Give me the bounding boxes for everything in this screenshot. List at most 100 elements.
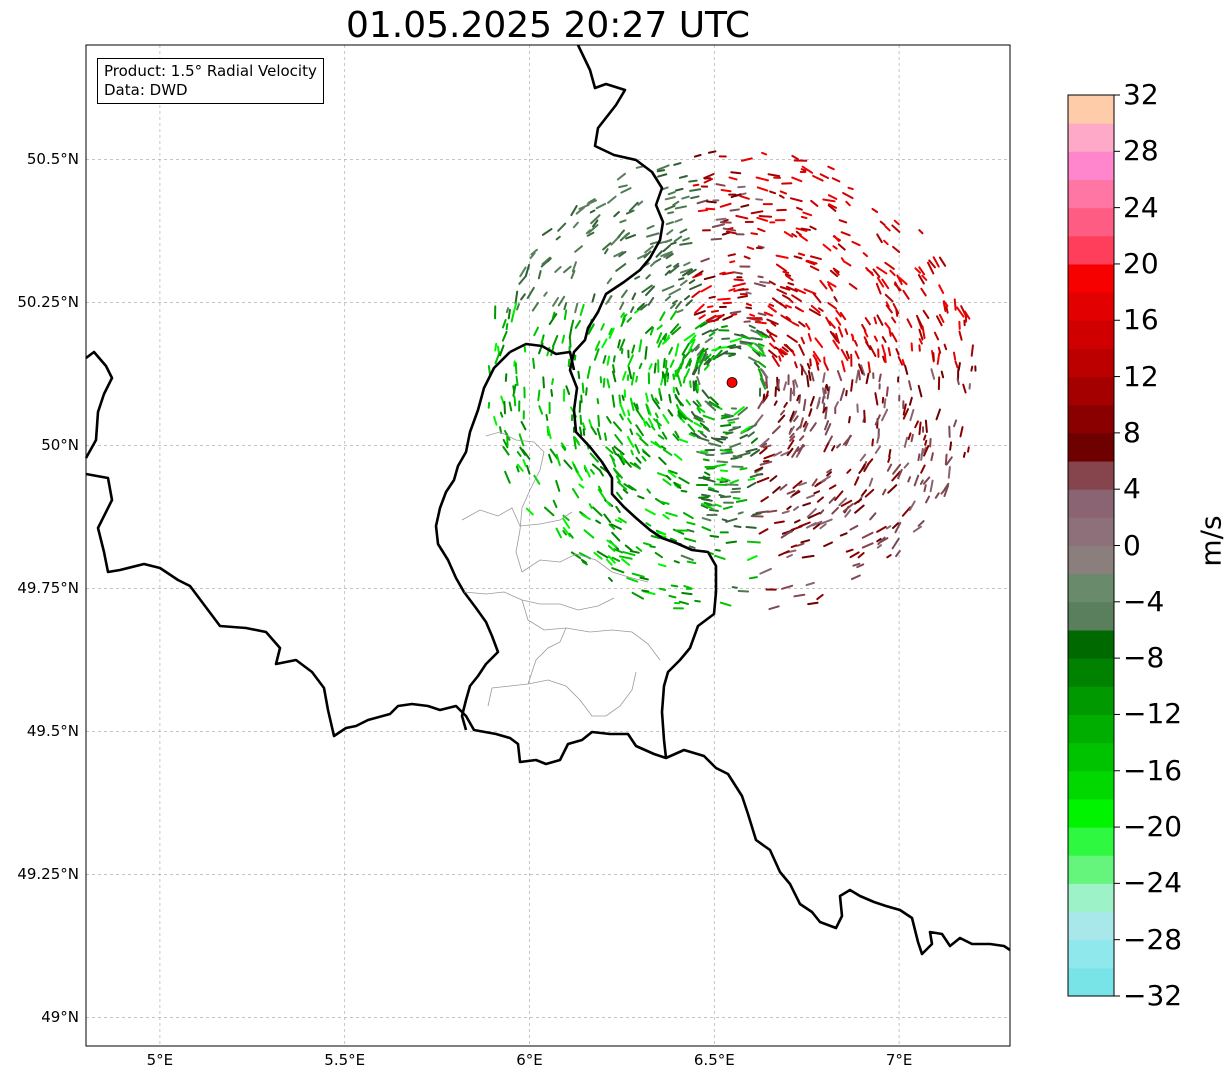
velocity-echo [745,306,753,310]
velocity-echo [871,207,879,214]
velocity-echo [673,368,679,378]
velocity-echo [904,364,909,375]
velocity-echo [805,581,815,587]
velocity-echo [519,266,527,278]
velocity-echo [739,467,748,471]
country-border-0 [568,44,718,759]
velocity-echo [846,468,852,474]
velocity-echo [585,229,591,235]
velocity-echo [873,316,878,325]
velocity-echo [619,452,626,464]
velocity-echo [779,483,788,491]
velocity-echo [583,529,595,539]
velocity-echo [619,555,633,560]
velocity-echo [522,458,527,467]
velocity-echo [849,524,859,531]
velocity-echo [883,239,889,246]
velocity-echo [651,398,661,410]
velocity-echo [752,512,762,516]
velocity-echo [590,214,601,225]
velocity-echo [707,318,720,323]
velocity-echo [629,550,640,554]
velocity-echo [688,545,696,549]
colorbar-segment [1068,658,1114,687]
velocity-echo [788,425,795,435]
colorbar-segment [1068,517,1114,546]
velocity-echo [660,250,673,258]
velocity-echo [739,340,753,345]
velocity-echo [552,297,560,307]
velocity-echo [678,175,688,179]
velocity-echo [589,209,596,214]
velocity-echo [883,352,887,364]
velocity-echo [629,397,635,412]
velocity-echo [863,336,869,345]
velocity-echo [700,450,709,454]
velocity-echo [806,508,817,518]
velocity-echo [686,417,694,423]
velocity-echo [791,154,799,161]
velocity-echo [785,344,793,353]
velocity-echo [606,378,611,389]
velocity-echo [759,377,767,390]
velocity-echo [703,364,710,371]
velocity-echo [697,347,705,360]
velocity-echo [755,176,769,182]
velocity-echo [555,453,561,467]
velocity-echo [627,436,635,448]
velocity-echo [672,200,680,207]
velocity-echo [797,252,806,257]
velocity-echo [844,509,852,518]
velocity-echo [786,489,796,495]
velocity-echo [750,424,757,428]
velocity-echo [845,389,848,397]
velocity-echo [617,229,625,239]
velocity-echo [809,422,817,432]
velocity-echo [611,567,625,574]
velocity-echo [909,408,915,422]
velocity-echo [893,219,900,226]
velocity-echo [704,471,711,476]
velocity-echo [840,257,846,263]
velocity-echo [798,394,802,404]
velocity-echo [656,324,663,331]
velocity-echo [781,510,790,515]
velocity-echo [918,328,924,341]
velocity-echo [699,431,708,438]
velocity-echo [691,343,701,353]
velocity-echo [933,331,940,341]
velocity-echo [694,270,704,277]
velocity-echo [756,476,770,484]
velocity-echo [754,414,764,425]
velocity-echo [551,311,556,319]
velocity-echo [680,415,687,421]
velocity-echo [918,421,922,436]
velocity-echo [840,499,853,507]
velocity-echo [882,488,887,496]
velocity-echo [615,475,621,483]
velocity-echo [545,413,549,422]
velocity-echo [700,504,709,509]
velocity-echo [832,339,840,350]
velocity-echo [729,442,742,449]
velocity-echo [779,409,786,416]
velocity-echo [653,362,657,374]
velocity-echo [494,351,501,365]
velocity-echo [782,270,790,274]
velocity-echo [611,556,621,562]
velocity-echo [808,408,813,417]
velocity-echo [737,406,749,416]
velocity-echo [773,450,783,457]
velocity-echo [570,269,576,280]
velocity-echo [786,447,794,457]
colorbar-segment [1068,827,1114,856]
velocity-echo [885,304,893,314]
velocity-echo [803,288,817,295]
velocity-echo [694,303,705,314]
velocity-echo [657,339,663,348]
velocity-echo [810,199,819,207]
velocity-echo [581,382,585,394]
velocity-echo [678,277,685,281]
velocity-echo [701,329,712,336]
